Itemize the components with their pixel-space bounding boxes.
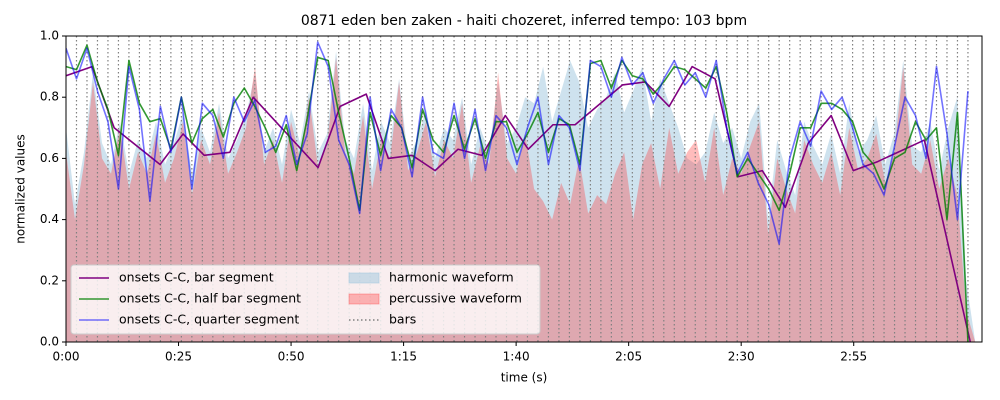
legend-swatch xyxy=(348,272,380,284)
x-tick-label: 1:15 xyxy=(390,350,417,364)
axes-frame xyxy=(65,35,983,343)
legend-label: onsets C-C, quarter segment xyxy=(119,312,299,327)
chart-title: 0871 eden ben zaken - haiti chozeret, in… xyxy=(301,13,747,29)
x-tick-label: 2:55 xyxy=(840,350,867,364)
legend-label: percussive waveform xyxy=(389,291,522,306)
y-tick-label: 1.0 xyxy=(40,29,59,43)
x-axis-label: time (s) xyxy=(501,371,548,385)
onset-line xyxy=(66,65,972,342)
x-tick-label: 1:40 xyxy=(503,350,530,364)
x-tick-label: 2:30 xyxy=(728,350,755,364)
x-tick-label: 0:25 xyxy=(165,350,192,364)
y-tick-label: 0.8 xyxy=(40,90,59,104)
legend-swatch xyxy=(348,293,380,305)
legend: onsets C-C, bar segment onsets C-C, half … xyxy=(70,264,541,335)
legend-label: onsets C-C, bar segment xyxy=(119,270,274,285)
x-tick-label: 0:00 xyxy=(53,350,80,364)
legend-box xyxy=(70,264,541,335)
onset-line xyxy=(66,41,969,245)
y-tick-label: 0.2 xyxy=(40,273,59,287)
y-tick-label: 0.6 xyxy=(40,151,59,165)
x-tick-label: 2:05 xyxy=(615,350,642,364)
legend-label: bars xyxy=(389,312,416,327)
legend-label: harmonic waveform xyxy=(389,270,514,285)
legend-label: onsets C-C, half bar segment xyxy=(119,291,301,306)
plot-area: 0.0 0.2 0.4 0.6 0.8 1.0 0:00 0:25 0:50 1:15 1:40 2:… xyxy=(40,29,983,364)
y-tick-label: 0.4 xyxy=(40,212,59,226)
x-tick-label: 0:50 xyxy=(278,350,305,364)
y-tick-label: 0.0 xyxy=(40,335,59,349)
y-axis-label: normalized values xyxy=(14,134,28,244)
